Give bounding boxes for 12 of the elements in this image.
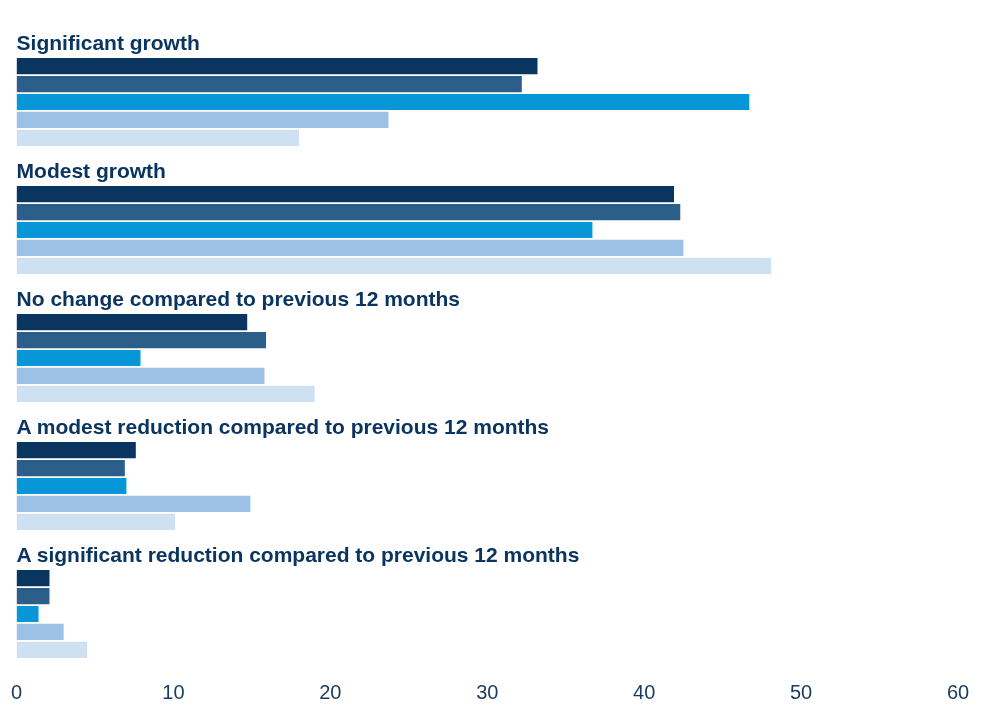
y-tick-label: Modest growth <box>16 159 166 183</box>
x-tick-label: 60 <box>946 680 970 703</box>
x-tick-label: 50 <box>789 680 813 703</box>
x-tick-label: 10 <box>162 680 185 703</box>
y-tick-label: A modest reduction compared to previous 12 months <box>16 415 550 439</box>
x-tick-label: 40 <box>633 680 656 703</box>
y-tick-label: Significant growth <box>16 31 200 55</box>
y-tick-label: A significant reduction compared to previous 12 months <box>16 543 580 567</box>
y-tick-label: No change compared to previous 12 months <box>16 287 460 311</box>
x-tick-label: 20 <box>319 680 342 703</box>
x-tick-label: 0 <box>11 680 23 703</box>
x-tick-label: 30 <box>476 680 499 703</box>
